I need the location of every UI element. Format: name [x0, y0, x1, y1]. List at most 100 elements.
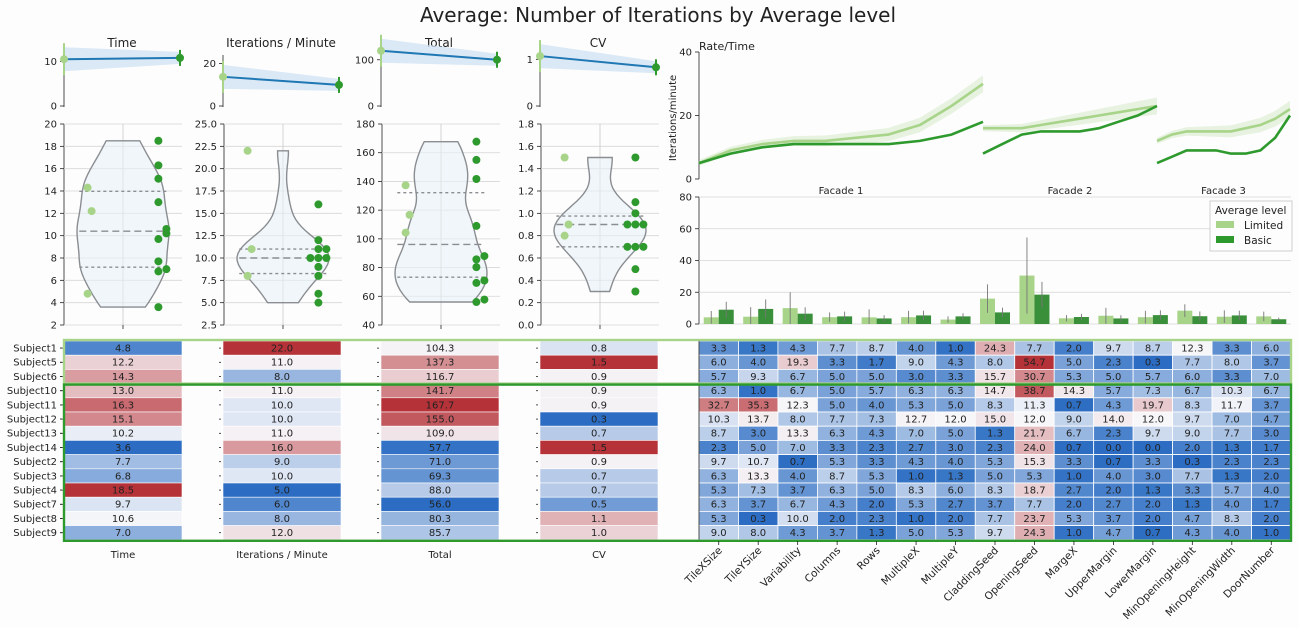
column-label: Columns	[802, 545, 843, 586]
y-tick-label: 1.2	[518, 187, 534, 198]
y-tick-label: 0	[686, 320, 692, 331]
data-point-limited	[560, 153, 569, 162]
heat-cell-value: 12.0	[271, 528, 293, 539]
heat-cell-value: 4.7	[1105, 528, 1121, 539]
heat-cell-value: 9.0	[908, 358, 924, 369]
heat-cell-value: 12.7	[905, 415, 927, 426]
heat-cell-value: 4.3	[790, 528, 806, 539]
data-point-limited	[87, 207, 96, 216]
y-tick-label: 6	[51, 276, 57, 287]
column-label: TileXSize	[682, 545, 725, 588]
heat-cell-value: 4.0	[908, 344, 924, 355]
y-tick-label: 10	[44, 231, 57, 242]
heat-cell-value: 14.7	[984, 386, 1006, 397]
y-tick-label: 17.5	[195, 187, 217, 198]
y-tick-label: 100	[355, 55, 374, 66]
heat-cell-value: 18.5	[112, 486, 134, 497]
heat-cell-value: 3.3	[1066, 457, 1082, 468]
heat-cell-value: 15.1	[112, 415, 134, 426]
heat-cell-value: 3.7	[790, 486, 806, 497]
heat-cell-value: 7.3	[869, 415, 885, 426]
heat-cell-value: 2.0	[948, 514, 964, 525]
heat-cell-value: 4.8	[115, 344, 131, 355]
heat-cell-value: 167.7	[426, 400, 455, 411]
heat-cell-value: 6.0	[948, 486, 964, 497]
heat-cell-value: 6.7	[1263, 386, 1279, 397]
heat-cell-value: 0.7	[1145, 528, 1161, 539]
legend-label-limited: Limited	[1244, 220, 1283, 232]
data-point-basic	[314, 236, 323, 245]
heat-cell-value: 12.0	[1142, 415, 1164, 426]
heat-cell-value: 6.7	[790, 372, 806, 383]
heat-cell-value: 7.7	[115, 457, 131, 468]
row-label: Subject11	[7, 400, 57, 411]
heat-cell-value: 7.0	[1224, 415, 1240, 426]
heat-cell-value: 9.0	[274, 457, 290, 468]
heat-cell-value: 5.7	[1224, 486, 1240, 497]
heat-cell-value: 9.3	[750, 372, 766, 383]
y-tick-label: 80	[362, 263, 375, 274]
heat-cell-value: 5.3	[1066, 514, 1082, 525]
heat-cell-value: 6.7	[790, 386, 806, 397]
heat-cell-value: 3.7	[1263, 358, 1279, 369]
heat-cell-value: 2.0	[1263, 471, 1279, 482]
data-point-basic	[472, 174, 481, 183]
panel-title: Rate/Time	[699, 40, 755, 53]
heat-cell-value: 2.0	[869, 500, 885, 511]
heat-cell-value: 5.3	[948, 528, 964, 539]
bar-basic	[1073, 317, 1089, 324]
facet-label: Facade 3	[1201, 186, 1246, 197]
confidence-band	[1157, 100, 1290, 144]
heat-cell-value: 2.0	[1184, 443, 1200, 454]
y-tick-label: 0	[686, 175, 692, 186]
confidence-band	[223, 64, 339, 91]
mean-line	[222, 75, 340, 86]
mean-line	[380, 49, 498, 61]
heat-cell-value: 8.3	[987, 486, 1003, 497]
heat-cell-value: 14.0	[1102, 415, 1124, 426]
heat-cell-value: 32.7	[708, 400, 730, 411]
heat-cell-value: 4.3	[829, 500, 845, 511]
heat-cell-value: 5.0	[908, 528, 924, 539]
heat-cell-value: 5.0	[829, 386, 845, 397]
heat-cell-value: 1.3	[987, 429, 1003, 440]
heat-cell-value: 4.7	[1184, 514, 1200, 525]
y-tick-label: 1.8	[518, 120, 534, 131]
heat-cell-value: 1.0	[1263, 528, 1279, 539]
data-point-basic	[631, 198, 640, 207]
heat-cell-value: 1.1	[591, 514, 607, 525]
column-label: Total	[427, 550, 451, 561]
data-point-basic	[154, 303, 163, 312]
legend-title: Average level	[1215, 205, 1286, 217]
data-point-limited	[243, 146, 252, 155]
heat-cell-value: 5.7	[711, 372, 727, 383]
heat-cell-value: 0.9	[591, 400, 607, 411]
heat-cell-value: 10.3	[708, 415, 730, 426]
row-label: Subject6	[13, 372, 57, 383]
data-point-basic	[631, 242, 640, 251]
heat-cell-value: 1.0	[908, 471, 924, 482]
y-tick-label: 0.0	[518, 321, 534, 332]
heat-cell-value: 4.0	[1263, 486, 1279, 497]
heat-cell-value: 3.3	[829, 443, 845, 454]
heat-cell-value: 4.0	[750, 358, 766, 369]
data-point-basic	[314, 254, 323, 262]
heat-cell-value: 5.0	[948, 400, 964, 411]
heat-cell-value: 5.0	[750, 443, 766, 454]
heat-cell-value: 11.0	[271, 386, 293, 397]
heat-cell-value: 1.3	[1184, 500, 1200, 511]
heat-cell-value: 1.3	[750, 344, 766, 355]
y-tick-label: 20	[679, 111, 692, 122]
heat-cell-value: 6.0	[274, 500, 290, 511]
heat-cell-value: 9.7	[1105, 344, 1121, 355]
data-point-basic	[314, 289, 323, 298]
column-label: MinOpeningWidth	[1163, 545, 1238, 620]
heat-cell-value: 5.3	[908, 500, 924, 511]
row-label: Subject7	[13, 500, 57, 511]
y-tick-label: 25.0	[195, 120, 217, 131]
facet-label: Facade 2	[1048, 186, 1093, 197]
data-point-basic	[472, 263, 481, 272]
heat-cell-value: 12.0	[944, 415, 966, 426]
heat-cell-value: 1.0	[591, 528, 607, 539]
heat-cell-value: 3.0	[1263, 429, 1279, 440]
